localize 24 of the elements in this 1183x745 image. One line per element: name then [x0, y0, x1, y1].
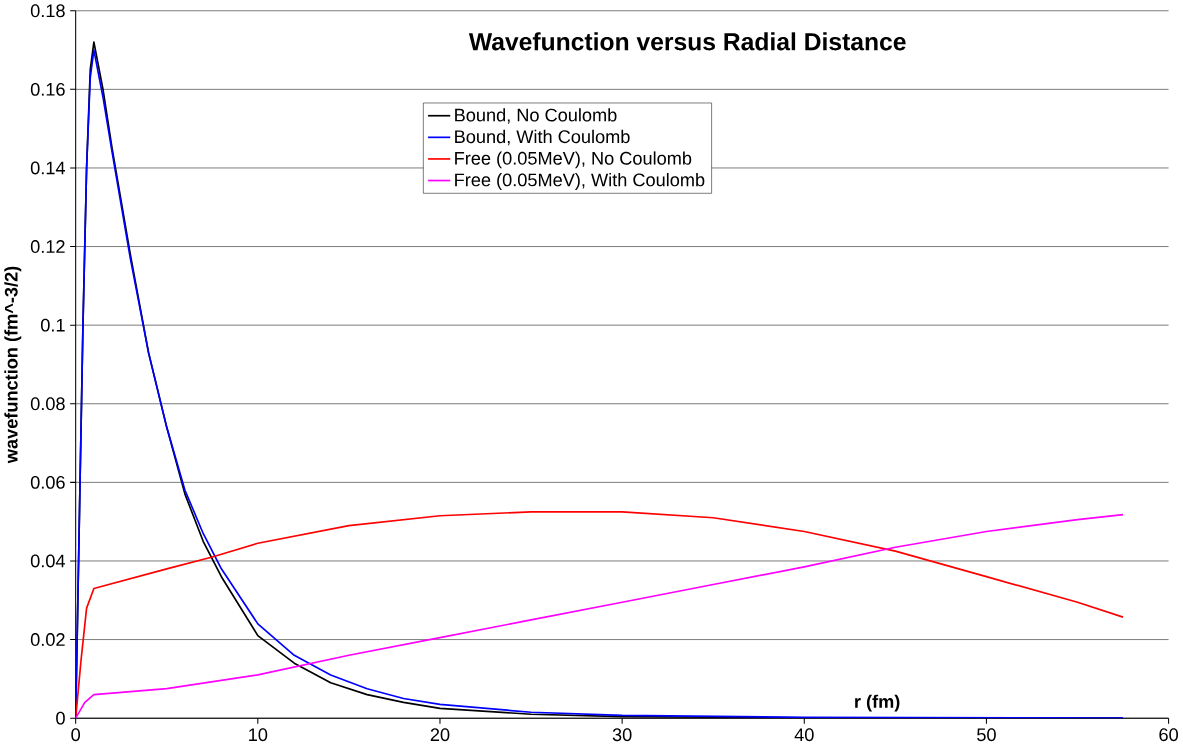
x-tick-label: 50 — [977, 728, 996, 741]
y-tick-label: 0.12 — [30, 239, 65, 253]
legend-label: Free (0.05MeV), With Coulomb — [455, 172, 705, 190]
x-tick-label: 40 — [794, 728, 814, 741]
y-tick-label: 0.1 — [41, 318, 65, 332]
x-axis-title: r (fm) — [855, 694, 900, 712]
y-tick-label: 0.16 — [30, 82, 65, 96]
y-tick-label: 0.14 — [30, 161, 65, 175]
y-tick-label: 0.04 — [30, 554, 65, 568]
y-tick-label: 0 — [56, 711, 65, 725]
y-axis-title: wavefunction (fm^-3/2) — [4, 266, 22, 463]
y-tick-label: 0.18 — [30, 4, 65, 17]
x-tick-label: 30 — [612, 728, 632, 741]
legend-label: Free (0.05MeV), No Coulomb — [455, 151, 692, 169]
x-tick-label: 10 — [249, 728, 268, 741]
legend-label: Bound, No Coulomb — [455, 107, 617, 124]
y-tick-label: 0.08 — [30, 397, 65, 410]
y-tick-label: 0.02 — [30, 632, 65, 646]
text: Wavefunction versus Radial Distance — [468, 32, 906, 51]
x-tick-label: 0 — [71, 728, 81, 741]
legend-label: Bound, With Coulomb — [455, 129, 630, 146]
y-tick-label: 0.06 — [30, 475, 65, 489]
x-tick-label: 20 — [430, 728, 450, 741]
x-tick-label: 60 — [1159, 728, 1178, 741]
